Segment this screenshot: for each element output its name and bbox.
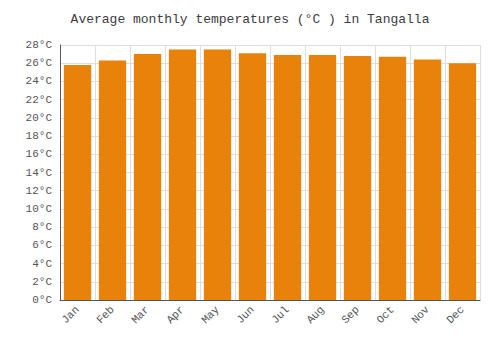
svg-text:16°C: 16°C (26, 148, 53, 160)
svg-text:6°C: 6°C (32, 239, 52, 251)
svg-text:20°C: 20°C (26, 112, 53, 124)
svg-text:Average monthly temperatures (: Average monthly temperatures (°C ) in Ta… (71, 12, 430, 27)
svg-text:Jan: Jan (59, 304, 81, 326)
svg-text:2°C: 2°C (32, 276, 52, 288)
svg-text:Feb: Feb (94, 304, 116, 326)
svg-text:Nov: Nov (409, 303, 432, 326)
svg-text:Sep: Sep (339, 304, 361, 326)
svg-text:Jul: Jul (269, 304, 291, 326)
svg-text:10°C: 10°C (26, 203, 53, 215)
svg-text:Mar: Mar (129, 304, 151, 326)
svg-text:Aug: Aug (304, 304, 326, 326)
svg-text:26°C: 26°C (26, 57, 53, 69)
svg-text:4°C: 4°C (32, 258, 52, 270)
svg-text:28°C: 28°C (26, 39, 53, 51)
svg-text:0°C: 0°C (32, 294, 52, 306)
svg-text:Dec: Dec (444, 304, 466, 326)
svg-text:Apr: Apr (164, 304, 186, 326)
svg-text:24°C: 24°C (26, 75, 53, 87)
svg-text:Jun: Jun (234, 304, 256, 326)
svg-text:Oct: Oct (374, 304, 396, 326)
svg-text:14°C: 14°C (26, 167, 53, 179)
svg-text:18°C: 18°C (26, 130, 53, 142)
svg-text:22°C: 22°C (26, 94, 53, 106)
svg-text:12°C: 12°C (26, 185, 53, 197)
svg-text:8°C: 8°C (32, 221, 52, 233)
svg-text:May: May (199, 303, 222, 326)
